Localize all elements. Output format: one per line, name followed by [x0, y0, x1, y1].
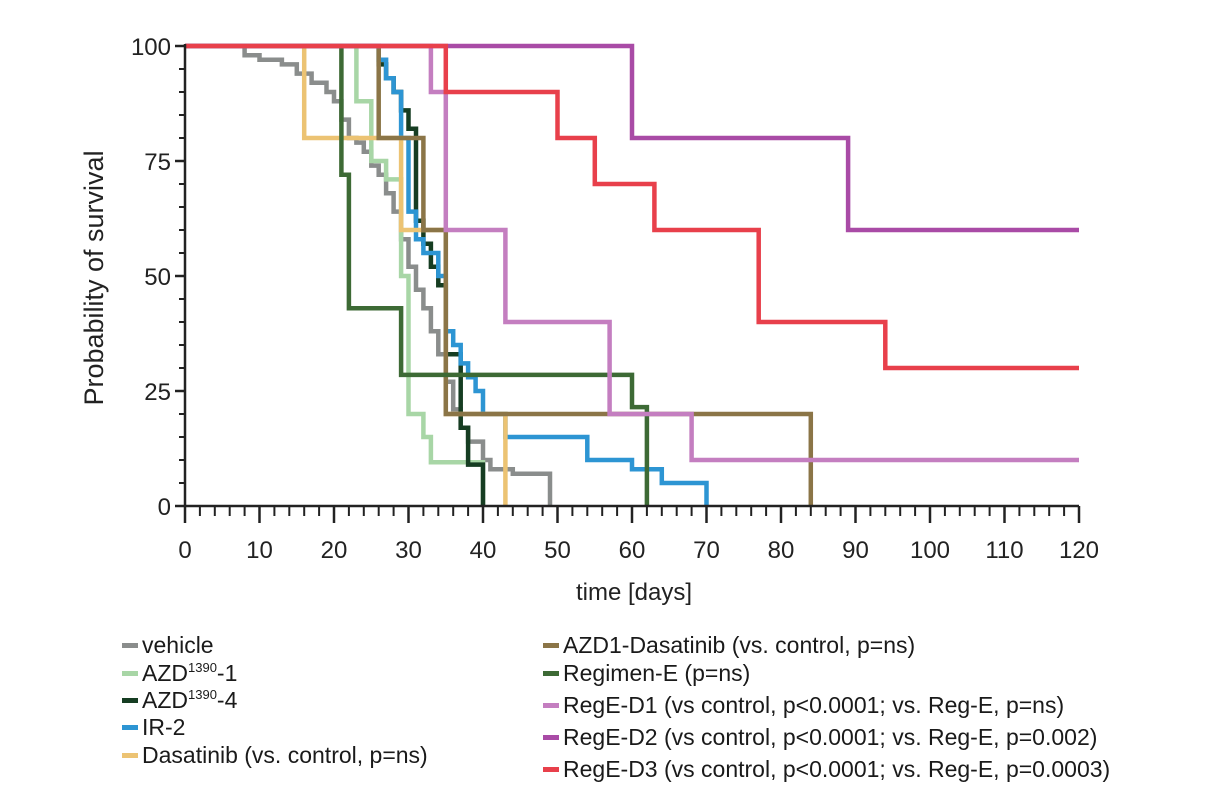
y-tick-label: 25 — [144, 379, 171, 406]
x-tick-label: 110 — [985, 537, 1023, 564]
legend-swatch — [122, 697, 138, 703]
legend-swatch — [122, 724, 138, 730]
legend-swatch — [543, 734, 559, 740]
legend-item-6: Regimen-E (p=ns) — [543, 660, 750, 686]
x-tick-label: 60 — [619, 537, 646, 564]
legend-label: RegE-D2 (vs control, p<0.0001; vs. Reg-E… — [563, 723, 1098, 750]
series-group — [185, 43, 1079, 506]
series-line-7 — [185, 43, 1079, 463]
legend-label: RegE-D3 (vs control, p<0.0001; vs. Reg-E… — [563, 755, 1111, 782]
legend-item-7: RegE-D1 (vs control, p<0.0001; vs. Reg-E… — [543, 692, 1064, 718]
legend-swatch — [122, 752, 138, 758]
x-tick-label: 50 — [544, 537, 571, 564]
x-tick-label: 0 — [178, 537, 191, 564]
series-line-3 — [185, 43, 709, 506]
series-line-9 — [185, 43, 1079, 371]
series-line-4 — [185, 43, 508, 506]
series-line-5 — [185, 43, 814, 506]
legend-label: vehicle — [142, 631, 214, 658]
series-line-6 — [185, 43, 650, 506]
x-tick-label: 20 — [321, 537, 348, 564]
legend-label: RegE-D1 (vs control, p<0.0001; vs. Reg-E… — [563, 691, 1065, 718]
legend-swatch — [543, 642, 559, 648]
x-tick-label: 80 — [768, 537, 795, 564]
legend-item-5: AZD1-Dasatinib (vs. control, p=ns) — [543, 632, 915, 658]
legend-item-2: AZD1390-4 — [122, 687, 237, 713]
legend-swatch — [543, 702, 559, 708]
x-tick-label: 40 — [470, 537, 497, 564]
legend-label: IR-2 — [142, 713, 186, 740]
legend-swatch — [122, 642, 138, 648]
x-tick-label: 100 — [910, 537, 950, 564]
legend-swatch — [543, 766, 559, 772]
legend-item-1: AZD1390-1 — [122, 660, 237, 686]
legend-label: AZD1390-1 — [142, 659, 238, 686]
x-tick-label: 10 — [246, 537, 273, 564]
y-axis-title: Probability of survival — [79, 150, 109, 405]
survival-chart: 0 25 50 75 100 0 10 20 30 40 50 60 70 80 90 100 110 120 P… — [79, 34, 1099, 606]
legend-item-4: Dasatinib (vs. control, p=ns) — [122, 742, 428, 768]
legend-item-3: IR-2 — [122, 714, 185, 740]
x-axis-title: time [days] — [576, 579, 692, 606]
legend-item-9: RegE-D3 (vs control, p<0.0001; vs. Reg-E… — [543, 756, 1110, 782]
y-tick-label: 100 — [131, 34, 171, 61]
y-tick-label: 0 — [158, 494, 171, 521]
series-line-8 — [185, 43, 1079, 233]
y-tick-label: 75 — [144, 149, 171, 176]
legend-label: AZD1390-4 — [142, 686, 238, 713]
y-tick-label: 50 — [144, 264, 171, 291]
legend-item-8: RegE-D2 (vs control, p<0.0001; vs. Reg-E… — [543, 724, 1097, 750]
x-tick-label: 120 — [1059, 537, 1099, 564]
legend-label: Dasatinib (vs. control, p=ns) — [142, 741, 428, 768]
x-tick-label: 30 — [395, 537, 422, 564]
legend-swatch — [122, 670, 138, 676]
x-tick-label: 90 — [842, 537, 869, 564]
legend-label: Regimen-E (p=ns) — [563, 659, 751, 686]
x-tick-label: 70 — [693, 537, 720, 564]
legend-swatch — [543, 670, 559, 676]
series-line-0 — [185, 43, 553, 506]
series-line-1 — [185, 43, 486, 506]
legend-label: AZD1-Dasatinib (vs. control, p=ns) — [563, 631, 916, 658]
axis-lines: 0 25 50 75 100 0 10 20 30 40 50 60 70 80 90 100 110 120 — [131, 34, 1099, 564]
legend-item-0: vehicle — [122, 632, 214, 658]
